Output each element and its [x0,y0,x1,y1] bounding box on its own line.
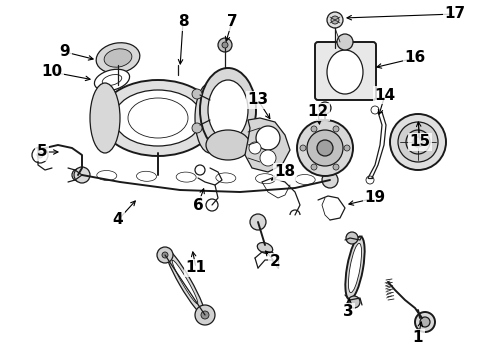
Circle shape [398,122,438,162]
Circle shape [37,152,43,158]
Text: 13: 13 [247,93,269,108]
Circle shape [420,317,430,327]
FancyBboxPatch shape [315,42,376,100]
Circle shape [327,12,343,28]
Ellipse shape [208,80,248,140]
Circle shape [415,312,435,332]
Text: 14: 14 [374,87,395,103]
Text: 12: 12 [307,104,329,120]
Circle shape [201,311,209,319]
Circle shape [311,126,317,132]
Circle shape [206,199,218,211]
Ellipse shape [104,49,132,67]
Ellipse shape [100,80,216,156]
Circle shape [249,142,261,154]
Circle shape [346,232,358,244]
Ellipse shape [97,171,117,180]
Circle shape [348,296,360,308]
Ellipse shape [176,172,196,182]
Polygon shape [245,118,290,172]
Ellipse shape [345,237,365,300]
Ellipse shape [297,120,353,176]
Circle shape [366,176,374,184]
Ellipse shape [128,98,188,138]
Circle shape [195,305,215,325]
Circle shape [344,145,350,151]
Text: 18: 18 [274,165,295,180]
Circle shape [162,252,168,258]
Circle shape [333,126,339,132]
Circle shape [74,167,90,183]
Text: 1: 1 [413,330,423,346]
Ellipse shape [96,43,140,73]
Text: 17: 17 [444,6,466,22]
Ellipse shape [255,174,275,184]
Ellipse shape [327,50,363,94]
Circle shape [319,102,331,114]
Circle shape [157,247,173,263]
Circle shape [218,38,232,52]
Text: 6: 6 [193,198,203,212]
Text: 3: 3 [343,305,353,320]
Ellipse shape [165,249,205,315]
Ellipse shape [95,69,129,91]
Circle shape [331,16,339,24]
Text: 15: 15 [410,135,431,149]
Circle shape [413,137,423,147]
Circle shape [406,130,430,154]
Text: 10: 10 [42,64,63,80]
Circle shape [192,123,202,133]
Circle shape [256,126,280,150]
Circle shape [300,145,306,151]
Text: 9: 9 [60,45,70,59]
Text: 2: 2 [270,255,280,270]
Text: 5: 5 [37,144,48,159]
Ellipse shape [114,90,202,146]
Circle shape [311,164,317,170]
Circle shape [72,169,84,181]
Ellipse shape [137,171,156,181]
Ellipse shape [348,243,362,293]
Circle shape [250,214,266,230]
Circle shape [195,165,205,175]
Text: 7: 7 [227,14,237,30]
Ellipse shape [257,243,273,253]
Ellipse shape [317,140,333,156]
Ellipse shape [216,173,236,183]
Ellipse shape [195,83,225,153]
Ellipse shape [90,83,120,153]
Ellipse shape [102,75,122,85]
Circle shape [222,42,228,48]
Ellipse shape [206,130,250,160]
Circle shape [337,34,353,50]
Circle shape [390,114,446,170]
Circle shape [322,172,338,188]
Text: 4: 4 [113,212,123,228]
Ellipse shape [307,130,343,166]
Circle shape [371,106,379,114]
Text: 8: 8 [178,14,188,30]
Text: 19: 19 [365,190,386,206]
Ellipse shape [200,68,256,152]
Circle shape [32,147,48,163]
Ellipse shape [172,260,198,304]
Circle shape [333,164,339,170]
Text: 16: 16 [404,50,426,66]
Text: 11: 11 [186,261,206,275]
Circle shape [260,150,276,166]
Circle shape [192,89,202,99]
Ellipse shape [295,175,315,185]
